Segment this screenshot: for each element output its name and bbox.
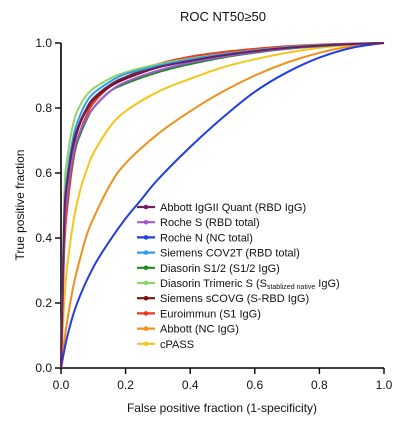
axes: 0.0 0.2 0.4 0.6 0.8 1.0 0.0 0.2 0.4 0.6 0.8 1.0 [35,36,392,392]
legend-marker [143,311,149,316]
x-tick-label: 0.6 [246,378,263,392]
legend-label: cPASS [160,339,194,351]
y-axis-label: True positive fraction [13,150,27,261]
legend-label: Diasorin S1/2 (S1/2 IgG) [160,263,280,275]
y-tick-label: 0.8 [35,101,52,115]
x-tick-label: 1.0 [376,378,393,392]
legend-marker [143,265,149,271]
legend-label: Euroimmun (S1 IgG) [160,308,261,320]
y-tick-label: 0.6 [35,166,52,180]
legend-label: Siemens COV2T (RBD total) [160,248,300,260]
legend-marker [143,295,149,301]
legend-label: Abbott (NC IgG) [160,324,239,336]
legend-marker [143,280,149,286]
series-line [60,42,385,369]
legend-marker [143,250,149,255]
series-line [60,42,385,369]
legend-label: Siemens sCOVG (S-RBD IgG) [160,293,309,305]
x-axis-label: False positive fraction (1-specificity) [127,401,317,415]
legend: Abbott IgGII Quant (RBD IgG) Roche S (RBD… [137,202,340,351]
chart-title: ROC NT50≥50 [180,9,266,24]
legend-marker [143,219,149,225]
y-tick-label: 0.4 [35,231,52,245]
x-tick-label: 0.8 [311,378,328,392]
series-lines [60,42,385,369]
legend-marker [143,204,149,210]
legend-label: Abbott IgGII Quant (RBD IgG) [160,202,306,214]
legend-label: Diasorin Trimeric S (Sstablized native I… [160,278,340,291]
legend-marker [143,235,149,240]
y-tick-label: 1.0 [35,36,52,50]
legend-marker [143,326,149,331]
series-line [60,42,385,369]
y-tick-label: 0.2 [35,296,52,310]
legend-label: Roche N (NC total) [160,232,253,244]
series-line [60,42,385,369]
x-tick-label: 0.2 [117,378,134,392]
x-tick-label: 0.0 [53,378,70,392]
y-tick-label: 0.0 [35,361,52,375]
legend-label: Roche S (RBD total) [160,217,260,229]
x-tick-label: 0.4 [182,378,199,392]
legend-marker [143,341,149,347]
